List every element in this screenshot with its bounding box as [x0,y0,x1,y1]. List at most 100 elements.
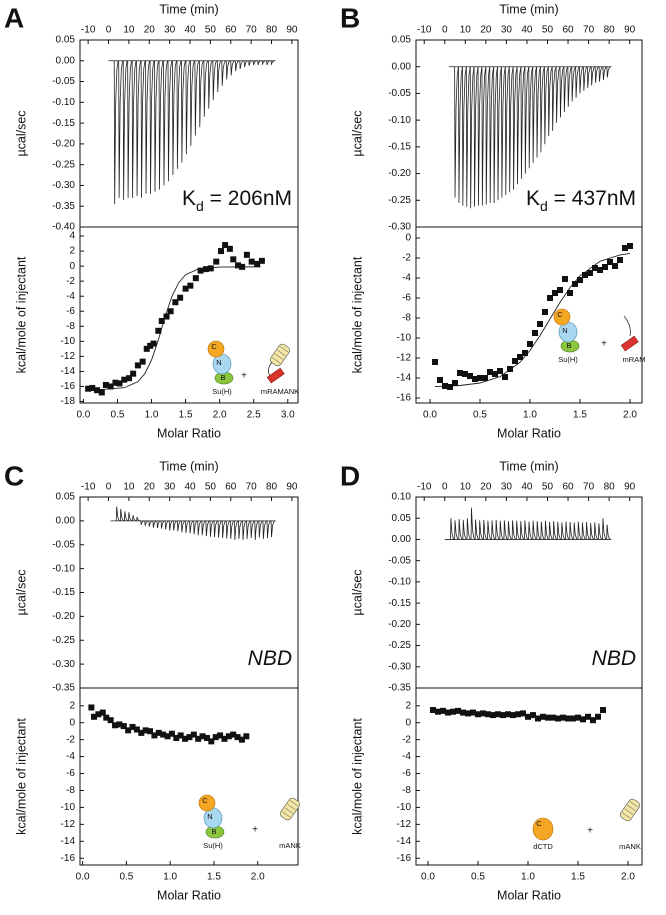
y-tick-label: -2 [66,276,75,287]
data-point [537,321,543,327]
injection-peak [140,520,145,525]
data-point [230,731,237,738]
x-tick-label: 0 [442,482,448,493]
injection-peak [544,520,550,540]
injection-peak [270,520,276,538]
data-point [99,709,106,716]
injection-peak [148,520,153,527]
x-tick-label: 1.5 [207,872,221,883]
injection-peak [508,66,514,193]
injection-peak [164,520,170,530]
data-point [502,374,508,380]
x-tick-label: 90 [286,482,298,493]
y-tick-label: -10 [397,802,412,813]
domain-letter: B [211,827,216,836]
x-tick-label: 2.0 [621,872,635,883]
ank-stripe [284,807,294,814]
x-tick-label: 0.5 [111,410,125,421]
injection-peak [221,60,226,86]
data-point [88,704,95,711]
y-tick-label: -4 [402,751,411,762]
x-tick-label: 1.0 [145,410,159,421]
kd-value: = 437nM [548,186,636,209]
x-tick-label: 2.0 [251,872,265,883]
injection-peak [197,520,202,536]
injection-peak [465,66,471,207]
y-tick-label: -0.15 [388,141,411,152]
injection-peak [519,521,525,540]
ank-stripe [629,801,639,808]
y-tick-label: -14 [397,836,412,847]
data-point [116,721,123,728]
ank-stripe [282,811,291,818]
injection-peak [493,66,498,203]
injection-peak [586,66,592,89]
x-tick-label: 0.5 [473,410,487,421]
x-tick-label: 1.0 [523,410,537,421]
data-point [203,734,210,741]
injection-peak [242,520,247,541]
y-tick-label: -0.35 [52,201,75,212]
injection-peak [466,518,472,540]
kd-annotation: Kd = 206nM [182,186,292,213]
x-tick-label: 1.0 [521,872,535,883]
data-point [235,262,242,269]
y-tick-label: -0.30 [388,222,411,233]
data-point [230,256,237,263]
kd-symbol: K [526,186,540,209]
data-point [512,358,518,364]
injection-peak [520,66,526,179]
y-tick-label: 0 [69,261,75,272]
data-point [186,734,193,741]
x-tick-label: 0.0 [423,410,437,421]
y-tick-label: -0.10 [388,115,411,126]
data-point [535,715,541,722]
data-point [460,709,466,716]
y-tick-label: -8 [66,785,75,796]
data-point [160,731,167,738]
injection-peak [544,66,549,145]
data-point [562,276,568,282]
injection-peak [571,66,576,102]
injection-peak [469,66,475,209]
data-point [627,243,633,249]
operator: + [601,339,607,350]
y-tick-label: -14 [61,366,76,377]
data-point [600,707,606,714]
injection-peak [172,520,178,531]
data-point [125,727,132,734]
x-tick-label: 50 [542,482,554,493]
fit-curve [86,266,261,390]
data-point [497,368,503,374]
y-tick-label: -0.35 [52,683,75,694]
injection-peak [565,521,570,540]
ram-domain [266,367,285,384]
injection-peak [575,66,580,98]
x-tick-label: 10 [460,482,472,493]
data-point [147,342,154,349]
injection-peak [478,520,484,540]
domain-letter: B [220,373,225,382]
injection-peak [473,66,479,207]
domain-c [553,308,571,326]
injection-peak [552,521,558,540]
data-point [142,727,149,734]
injection-peak [221,520,227,539]
data-point [234,734,241,741]
x-tick-label: 1.5 [573,410,587,421]
x-tick-label: 1.5 [571,872,585,883]
x-tick-label: 90 [286,25,298,36]
y-tick-label: 0.00 [56,516,76,527]
data-point [222,242,229,249]
injection-peak [511,520,517,540]
injection-peak [122,60,128,200]
data-point [592,265,598,271]
data-point [172,299,179,306]
data-point [243,733,250,740]
injection-peak [462,519,468,540]
y-tick-label: 0.00 [392,534,412,545]
y-tick-label: -4 [402,273,411,284]
injection-peak [450,518,455,540]
injection-peak [606,524,611,540]
injection-peak [225,520,231,539]
